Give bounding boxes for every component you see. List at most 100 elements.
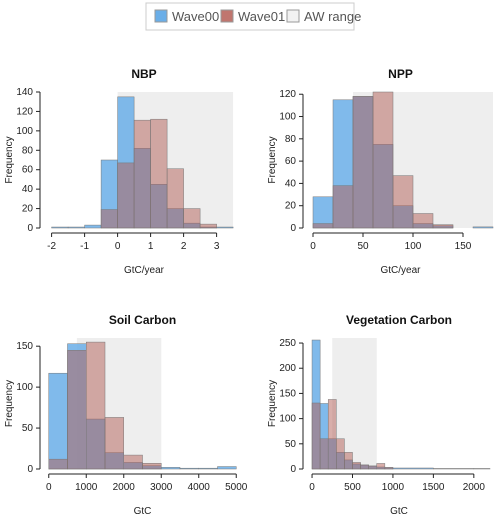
nbp-y-tick-label-0: 0 bbox=[27, 223, 33, 234]
vegetation-carbon-y-tick-label-4: 200 bbox=[279, 363, 296, 374]
soil-carbon-wave01-bar-2 bbox=[86, 341, 106, 470]
vegetation-carbon-y-tick-label-5: 250 bbox=[279, 338, 296, 349]
vegetation-carbon-y-tick-label-2: 100 bbox=[279, 414, 296, 425]
vegetation-carbon-panel: Vegetation Carbon 0 500 1000 1500 2000 0 50 100 1… bbox=[267, 313, 491, 517]
vegetation-carbon-wave01-bar-2 bbox=[327, 399, 337, 470]
soil-carbon-x-tick-label-1: 1000 bbox=[75, 482, 98, 493]
nbp-y-tick-label-5: 100 bbox=[16, 126, 33, 137]
legend-swatch-wave01 bbox=[220, 9, 234, 23]
soil-carbon-wave01-bar-5 bbox=[142, 463, 162, 470]
npp-x-tick-label-1: 50 bbox=[357, 241, 369, 252]
nbp-panel: NBP -2 -1 0 1 2 3 0 20 40 60 80 100 120 140 GtC/year Fre… bbox=[4, 67, 234, 276]
vegetation-carbon-x-axis-label: GtC bbox=[390, 506, 408, 517]
nbp-x-tick-label-3: 1 bbox=[148, 241, 154, 252]
soil-carbon-x-tick-label-3: 3000 bbox=[150, 482, 173, 493]
nbp-y-tick-label-3: 60 bbox=[22, 165, 34, 176]
soil-carbon-panel: Soil Carbon 0 1000 2000 3000 4000 5000 0 50 100 15… bbox=[4, 313, 248, 517]
legend-label-wave01: Wave01 bbox=[238, 9, 285, 24]
npp-title: NPP bbox=[388, 67, 413, 81]
soil-carbon-wave00-bar-8 bbox=[198, 467, 218, 470]
npp-wave01-bar-1 bbox=[332, 185, 354, 229]
npp-y-tick-label-2: 40 bbox=[285, 178, 297, 189]
soil-carbon-y-tick-label-0: 0 bbox=[27, 464, 33, 475]
soil-carbon-wave01-bar-4 bbox=[123, 454, 143, 470]
soil-carbon-x-tick-label-5: 5000 bbox=[225, 482, 248, 493]
vegetation-carbon-y-tick-label-0: 0 bbox=[290, 464, 296, 475]
npp-y-axis-label: Frequency bbox=[267, 136, 278, 183]
npp-y-tick-label-5: 100 bbox=[279, 112, 296, 123]
npp-wave01-bar-5 bbox=[412, 213, 434, 229]
vegetation-carbon-wave01-bar-5 bbox=[352, 462, 361, 470]
npp-y-tick-label-0: 0 bbox=[290, 223, 296, 234]
vegetation-carbon-wave01-bar-6 bbox=[360, 464, 369, 470]
npp-x-tick-label-3: 150 bbox=[455, 241, 472, 252]
nbp-wave00-bar-0 bbox=[51, 226, 69, 229]
vegetation-carbon-x-tick-label-1: 500 bbox=[344, 482, 361, 493]
npp-wave01-bar-2 bbox=[352, 96, 374, 229]
nbp-x-tick-label-4: 2 bbox=[181, 241, 187, 252]
vegetation-carbon-x-tick-label-0: 0 bbox=[309, 482, 315, 493]
vegetation-carbon-wave01-bar-9 bbox=[384, 467, 394, 470]
npp-y-tick-label-4: 80 bbox=[285, 134, 297, 145]
nbp-title: NBP bbox=[131, 67, 156, 81]
vegetation-carbon-wave00-bar-11 bbox=[433, 468, 475, 470]
soil-carbon-wave01-bar-0 bbox=[48, 458, 68, 470]
npp-wave01-bar-4 bbox=[392, 175, 414, 229]
legend-box bbox=[145, 2, 355, 31]
vegetation-carbon-x-tick-label-4: 2000 bbox=[463, 482, 486, 493]
vegetation-carbon-wave01-bar-7 bbox=[368, 465, 378, 470]
soil-carbon-y-tick-label-2: 100 bbox=[16, 382, 33, 393]
soil-carbon-title: Soil Carbon bbox=[109, 313, 176, 327]
vegetation-carbon-y-axis-label: Frequency bbox=[267, 380, 278, 427]
nbp-wave01-bar-2 bbox=[133, 119, 151, 229]
npp-wave01-bar-6 bbox=[432, 224, 454, 229]
soil-carbon-wave01-bar-3 bbox=[104, 417, 124, 470]
nbp-x-tick-label-0: -2 bbox=[47, 241, 56, 252]
soil-carbon-y-axis-label: Frequency bbox=[4, 380, 15, 427]
nbp-wave01-bar-6 bbox=[199, 223, 217, 229]
legend-swatch-aw-range bbox=[286, 9, 300, 23]
npp-wave01-bar-0 bbox=[312, 223, 334, 229]
soil-carbon-x-tick-label-4: 4000 bbox=[188, 482, 211, 493]
vegetation-carbon-wave01-bar-3 bbox=[336, 438, 345, 470]
nbp-x-tick-label-1: -1 bbox=[80, 241, 89, 252]
npp-y-tick-label-3: 60 bbox=[285, 156, 297, 167]
npp-x-tick-label-0: 0 bbox=[310, 241, 316, 252]
npp-panel: NPP 0 50 100 150 0 20 40 60 80 100 120 GtC/year Frequ… bbox=[267, 67, 494, 276]
soil-carbon-wave01-bar-1 bbox=[67, 350, 87, 470]
soil-carbon-x-axis-label: GtC bbox=[134, 506, 152, 517]
nbp-y-tick-label-2: 40 bbox=[22, 184, 34, 195]
vegetation-carbon-wave01-bar-4 bbox=[344, 452, 353, 470]
nbp-y-axis-label: Frequency bbox=[4, 136, 15, 183]
vegetation-carbon-y-tick-label-1: 50 bbox=[285, 439, 297, 450]
npp-x-axis-label: GtC/year bbox=[380, 265, 421, 276]
legend: Wave00 Wave01 AW range bbox=[145, 2, 361, 31]
npp-y-tick-label-1: 20 bbox=[285, 201, 297, 212]
legend-label-wave00: Wave00 bbox=[172, 9, 219, 24]
nbp-y-tick-label-7: 140 bbox=[16, 87, 33, 98]
npp-wave00-bar-7 bbox=[472, 226, 494, 229]
soil-carbon-wave00-bar-7 bbox=[179, 467, 199, 470]
vegetation-carbon-y-tick-label-3: 150 bbox=[279, 388, 296, 399]
nbp-y-tick-label-4: 80 bbox=[22, 145, 34, 156]
nbp-x-tick-label-5: 3 bbox=[214, 241, 220, 252]
legend-swatch-wave00 bbox=[154, 9, 168, 23]
vegetation-carbon-wave01-bar-0 bbox=[311, 402, 321, 470]
nbp-wave01-bar-3 bbox=[150, 118, 168, 229]
nbp-y-tick-label-1: 20 bbox=[22, 204, 34, 215]
vegetation-carbon-wave01-bar-8 bbox=[376, 463, 386, 470]
vegetation-carbon-title: Vegetation Carbon bbox=[346, 313, 452, 327]
npp-y-tick-label-6: 120 bbox=[279, 89, 296, 100]
npp-x-tick-label-2: 100 bbox=[405, 241, 422, 252]
nbp-x-tick-label-2: 0 bbox=[115, 241, 121, 252]
soil-carbon-wave00-bar-0 bbox=[48, 372, 68, 470]
nbp-y-tick-label-6: 120 bbox=[16, 106, 33, 117]
vegetation-carbon-x-tick-label-3: 1500 bbox=[422, 482, 445, 493]
soil-carbon-x-tick-label-2: 2000 bbox=[113, 482, 136, 493]
nbp-wave01-bar-0 bbox=[100, 209, 118, 229]
npp-wave01-bar-3 bbox=[372, 91, 394, 229]
nbp-wave00-bar-10 bbox=[216, 226, 234, 229]
soil-carbon-x-tick-label-0: 0 bbox=[46, 482, 52, 493]
vegetation-carbon-wave01-bar-1 bbox=[319, 438, 329, 470]
vegetation-carbon-wave00-bar-12 bbox=[473, 468, 491, 470]
